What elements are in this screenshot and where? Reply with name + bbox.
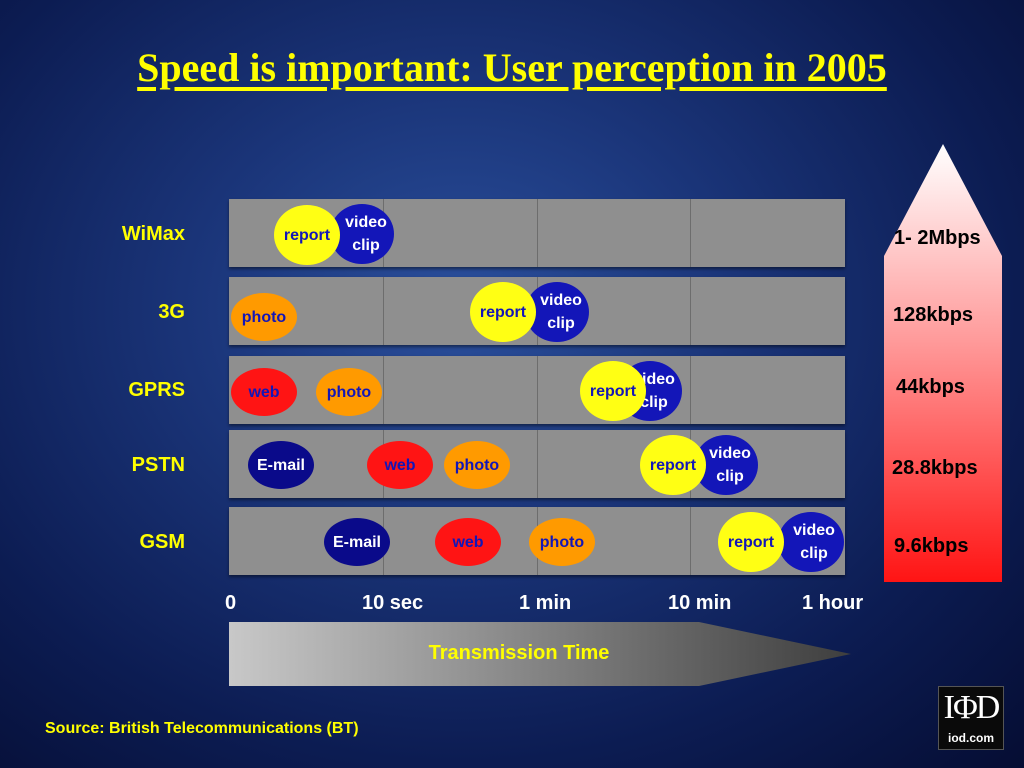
tick-1-hour: 1 hour (802, 592, 864, 614)
logo-text: iod.com (947, 731, 994, 745)
wimax-report-bubble: report (274, 205, 340, 265)
speed-arrow-shape (884, 144, 1002, 582)
tick-10-sec: 10 sec (362, 592, 424, 614)
transmission-arrow-shape (229, 622, 851, 686)
gsm-video-clip-bubble: video clip (778, 512, 844, 572)
gsm-email-bubble: E-mail (324, 518, 390, 566)
speed-gsm: 9.6kbps (894, 535, 969, 557)
pstn-photo-bubble: photo (444, 441, 510, 489)
row-label-gprs: GPRS (128, 379, 185, 401)
pstn-web-bubble: web (367, 441, 433, 489)
speed-gprs: 44kbps (896, 376, 965, 398)
gprs-photo-bubble: photo (316, 368, 382, 416)
row-label-pstn: PSTN (131, 454, 185, 476)
transmission-time-label: Transmission Time (428, 642, 610, 664)
slide-title: Speed is important: User perception in 2… (137, 45, 887, 90)
tick-1-min: 1 min (519, 592, 572, 614)
tick-10-min: 10 min (668, 592, 732, 614)
tick-0: 0 (225, 592, 237, 614)
logo-mark: IΦD (943, 689, 1001, 726)
source-note: Source: British Telecommunications (BT) (45, 720, 359, 737)
speed-pstn: 28.8kbps (892, 457, 978, 479)
transmission-time-arrow: Transmission Time (229, 622, 853, 686)
gprs-report-bubble: report (580, 361, 646, 421)
3g-report-bubble: report (470, 282, 536, 342)
iod-logo: IΦD iod.com (938, 686, 1004, 750)
gsm-report-bubble: report (718, 512, 784, 572)
speed-3g: 128kbps (893, 304, 974, 326)
speed-wimax: 1- 2Mbps (894, 227, 981, 249)
3g-photo-bubble: photo (231, 293, 297, 341)
wimax-video-clip-bubble: video clip (330, 204, 394, 264)
row-label-wimax: WiMax (121, 223, 185, 245)
pstn-email-bubble: E-mail (248, 441, 314, 489)
gprs-web-bubble: web (231, 368, 297, 416)
pstn-report-bubble: report (640, 435, 706, 495)
gsm-photo-bubble: photo (529, 518, 595, 566)
gsm-web-bubble: web (435, 518, 501, 566)
row-label-gsm: GSM (139, 531, 185, 553)
row-label-3g: 3G (158, 301, 185, 323)
